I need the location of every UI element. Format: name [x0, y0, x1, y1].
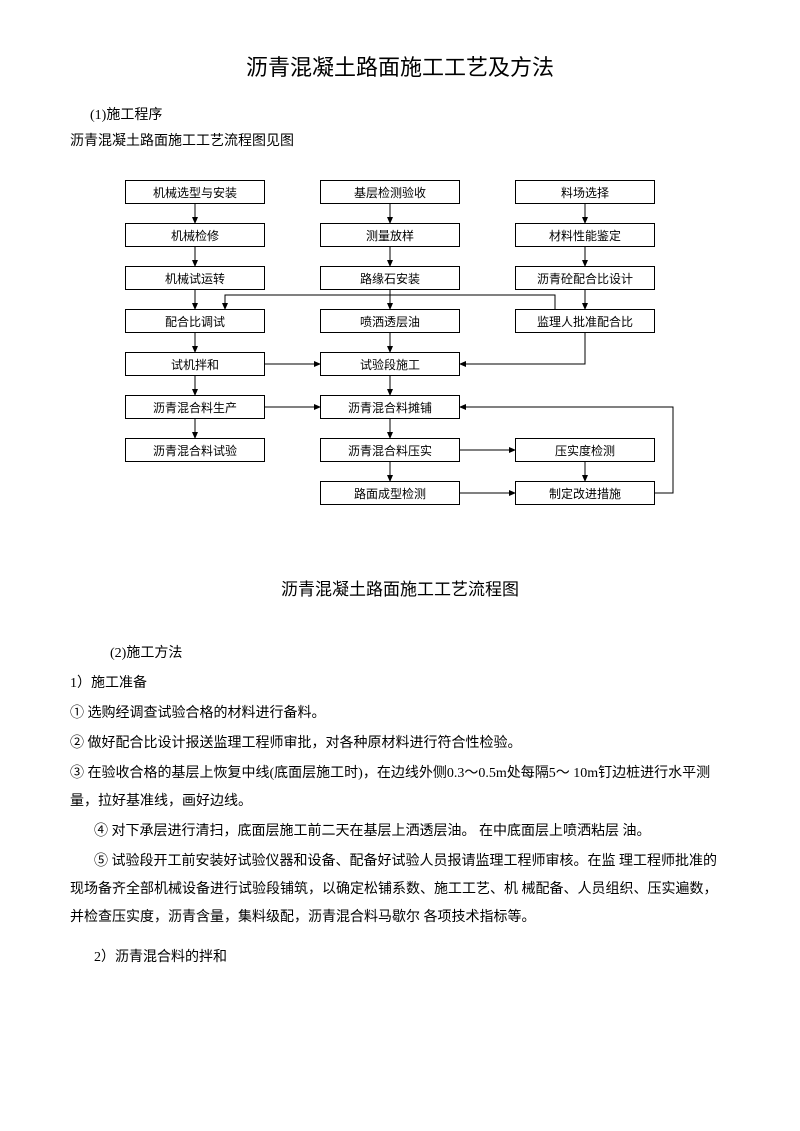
paragraph-1: 1）施工准备	[70, 670, 730, 698]
process-flowchart: 机械选型与安装机械检修机械试运转配合比调试试机拌和沥青混合料生产沥青混合料试验 基…	[100, 175, 700, 545]
paragraph-3: ② 做好配合比设计报送监理工程师审批，对各种原材料进行符合性检验。	[70, 730, 730, 758]
paragraph-6: ⑤ 试验段开工前安装好试验仪器和设备、配备好试验人员报请监理工程师审核。在监 理…	[70, 848, 730, 932]
flowchart-node: 机械选型与安装	[125, 180, 265, 204]
flowchart-node: 监理人批准配合比	[515, 309, 655, 333]
flowchart-caption: 沥青混凝土路面施工工艺流程图	[70, 575, 730, 600]
flowchart-node: 材料性能鉴定	[515, 223, 655, 247]
flowchart-node: 路面成型检测	[320, 481, 460, 505]
page-title: 沥青混凝土路面施工工艺及方法	[70, 50, 730, 82]
body-text: (2)施工方法 1）施工准备 ① 选购经调查试验合格的材料进行备料。 ② 做好配…	[70, 640, 730, 972]
section-1-header: (1)施工程序	[90, 104, 730, 124]
flowchart-node: 试机拌和	[125, 352, 265, 376]
flowchart-node: 配合比调试	[125, 309, 265, 333]
flowchart-node: 沥青混合料压实	[320, 438, 460, 462]
flowchart-node: 路缘石安装	[320, 266, 460, 290]
flowchart-node: 试验段施工	[320, 352, 460, 376]
section-2-header: (2)施工方法	[110, 640, 730, 668]
flowchart-node: 喷洒透层油	[320, 309, 460, 333]
flowchart-node: 沥青砼配合比设计	[515, 266, 655, 290]
paragraph-5: ④ 对下承层进行清扫，底面层施工前二天在基层上洒透层油。 在中底面层上喷洒粘层 …	[70, 818, 730, 846]
flowchart-node: 压实度检测	[515, 438, 655, 462]
flowchart-node: 沥青混合料摊铺	[320, 395, 460, 419]
flowchart-node: 沥青混合料试验	[125, 438, 265, 462]
paragraph-4: ③ 在验收合格的基层上恢复中线(底面层施工时)，在边线外侧0.3～0.5m处每隔…	[70, 760, 730, 816]
intro-text: 沥青混凝土路面施工工艺流程图见图	[70, 130, 730, 150]
paragraph-7: 2）沥青混合料的拌和	[70, 944, 730, 972]
paragraph-2: ① 选购经调查试验合格的材料进行备料。	[70, 700, 730, 728]
flowchart-node: 机械检修	[125, 223, 265, 247]
flowchart-node: 制定改进措施	[515, 481, 655, 505]
flowchart-node: 料场选择	[515, 180, 655, 204]
flowchart-node: 测量放样	[320, 223, 460, 247]
flowchart-node: 基层检测验收	[320, 180, 460, 204]
flowchart-node: 沥青混合料生产	[125, 395, 265, 419]
flowchart-node: 机械试运转	[125, 266, 265, 290]
